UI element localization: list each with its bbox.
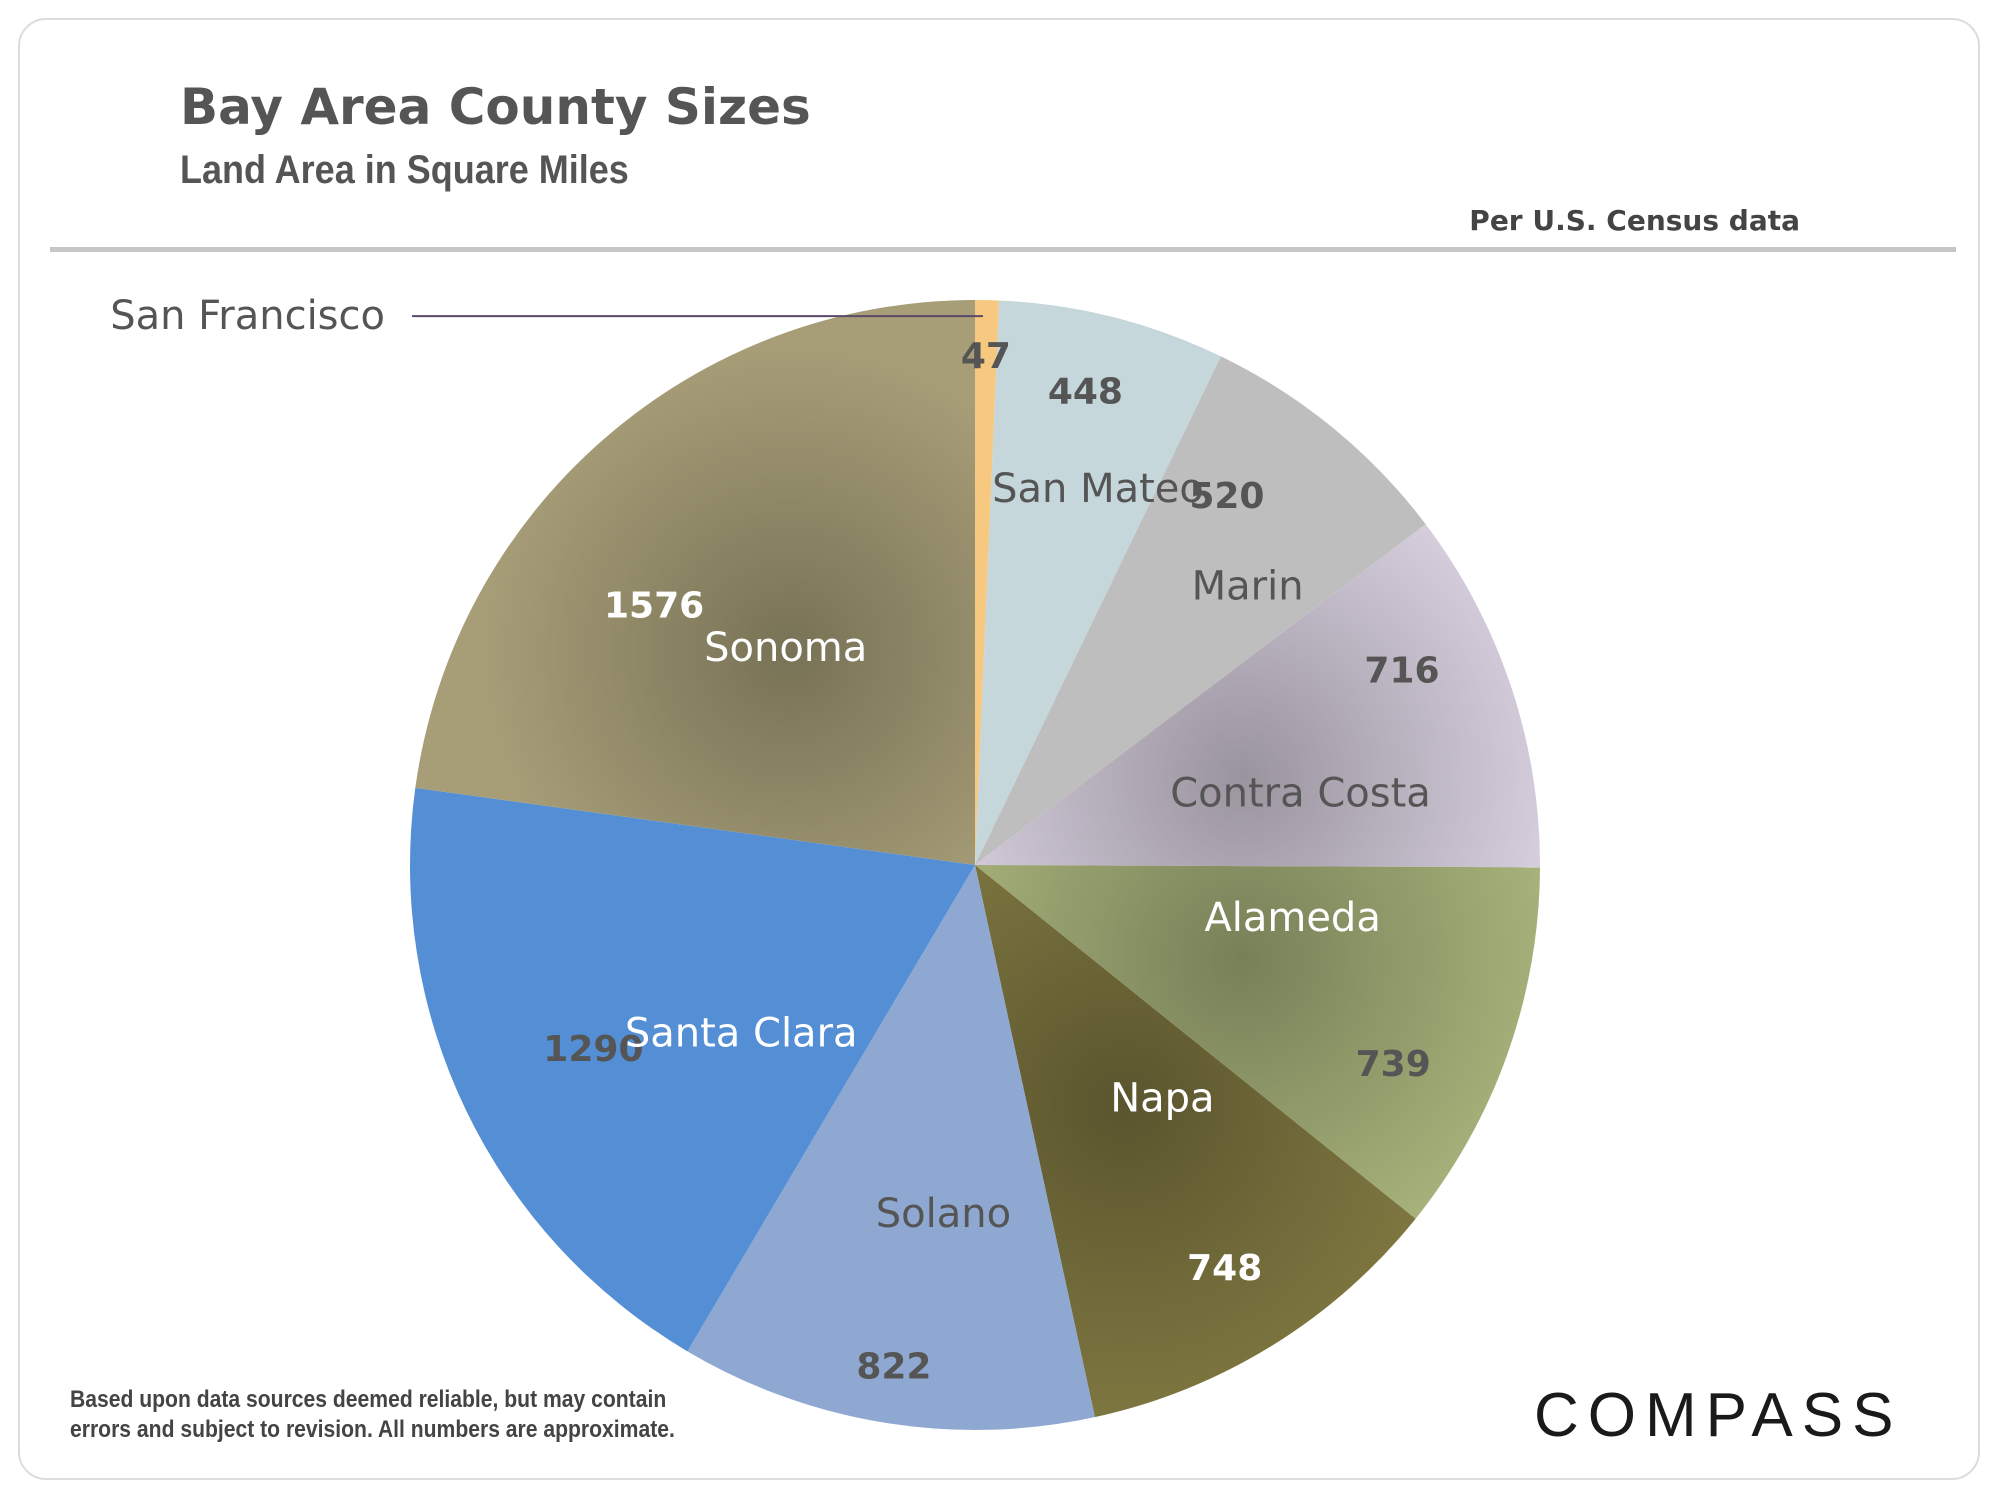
slice-value-contracosta: 716 [1364,651,1439,692]
slice-label-sf: San Francisco [110,293,385,339]
pie-slice-sonoma [415,300,975,865]
disclaimer-line-1: Based upon data sources deemed reliable,… [70,1386,667,1413]
slice-label-contracosta: Contra Costa [1170,770,1431,816]
pie-slice-sanmateo [975,300,1221,865]
slice-value-napa: 748 [1187,1248,1262,1289]
pie-slice-napa [975,865,1416,1418]
slice-label-solano: Solano [876,1191,1011,1237]
slice-label-sonoma: Sonoma [704,625,867,671]
pie-slice-sf [975,300,1000,865]
disclaimer: Based upon data sources deemed reliable,… [70,1385,675,1445]
pie-slices [410,300,1541,1431]
slice-label-napa: Napa [1110,1076,1214,1122]
source-note: Per U.S. Census data [1469,204,1800,237]
slice-label-santaclara: Santa Clara [625,1011,858,1057]
slice-value-sf: 47 [961,336,1011,377]
slice-label-alameda: Alameda [1204,895,1380,941]
slice-value-marin: 520 [1189,476,1264,517]
chart-subtitle: Land Area in Square Miles [180,148,629,192]
slice-value-santaclara: 1290 [543,1029,643,1070]
title-divider [50,247,1956,252]
slice-label-marin: Marin [1192,563,1304,609]
pie-slice-alameda [975,865,1540,1219]
compass-logo: COMPASS [1534,1381,1903,1450]
pie-slice-santaclara [410,787,975,1352]
pie-slice-solano [687,865,1095,1431]
pie-slice-marin [975,356,1426,865]
pie-slice-contracosta [975,524,1541,868]
slice-value-alameda: 739 [1356,1044,1431,1085]
chart-title: Bay Area County Sizes [180,78,811,136]
slice-value-sanmateo: 448 [1048,371,1123,412]
slice-label-sanmateo: San Mateo [992,466,1204,512]
disclaimer-line-2: errors and subject to revision. All numb… [70,1416,675,1443]
slice-value-sonoma: 1576 [604,585,704,626]
slice-value-solano: 822 [856,1347,931,1388]
